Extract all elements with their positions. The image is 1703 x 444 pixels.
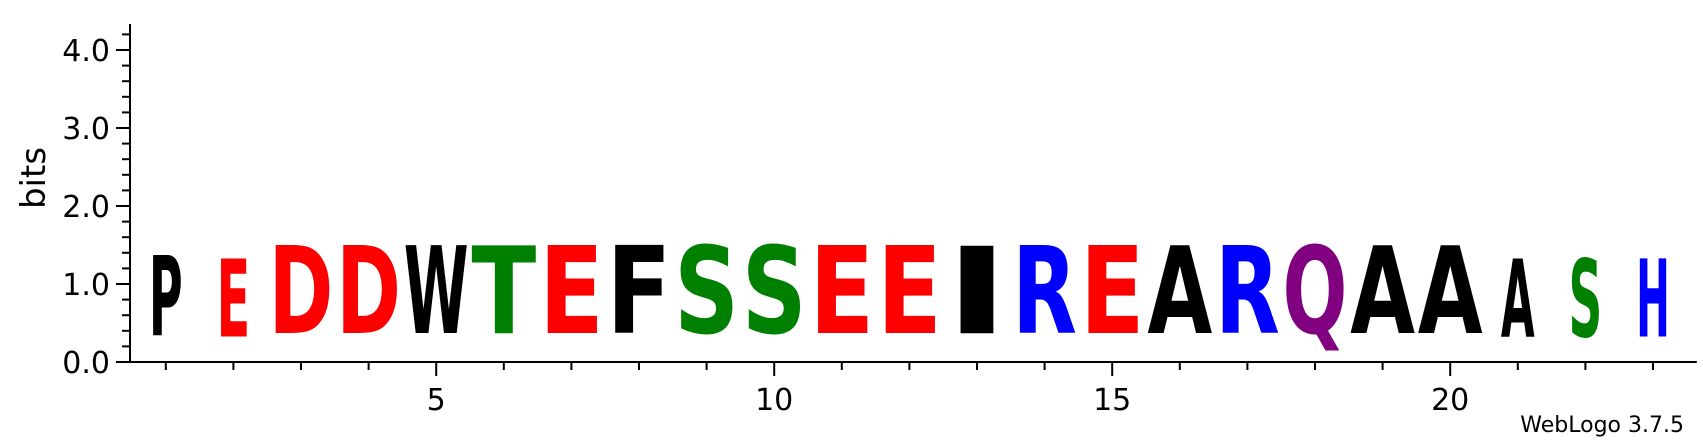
svg-text:A: A — [1350, 223, 1415, 362]
svg-text:E: E — [809, 222, 874, 362]
logo-letter-9: S — [674, 223, 739, 362]
svg-text:T: T — [471, 221, 536, 362]
svg-text:A: A — [1418, 223, 1483, 362]
svg-text:A: A — [1501, 238, 1535, 362]
x-tick-label: 10 — [755, 383, 793, 418]
logo-letter-12: E — [877, 222, 942, 362]
weblogo-credit: WebLogo 3.7.5 — [1520, 413, 1684, 438]
svg-text:F: F — [607, 222, 672, 362]
svg-text:E: E — [217, 238, 251, 362]
x-tick-label: 5 — [427, 383, 446, 418]
svg-text:D: D — [336, 222, 401, 362]
logo-letter-18: Q — [1283, 222, 1348, 362]
logo-letter-22: S — [1569, 239, 1603, 362]
logo-letter-20: A — [1418, 223, 1483, 362]
logo-letter-7: E — [539, 222, 604, 362]
logo-letter-14: R — [1012, 223, 1077, 362]
logo-letter-19: A — [1350, 223, 1415, 362]
y-tick-label: 2.0 — [62, 190, 110, 225]
svg-text:R: R — [1012, 223, 1077, 362]
svg-text:Q: Q — [1283, 222, 1348, 362]
svg-text:I: I — [945, 223, 1010, 363]
svg-text:H: H — [1636, 239, 1670, 363]
logo-letter-4: D — [336, 222, 401, 362]
logo-letter-15: E — [1080, 222, 1145, 362]
logo-letter-16: A — [1147, 223, 1212, 362]
logo-letter-1: P — [149, 234, 183, 362]
svg-text:E: E — [539, 222, 604, 362]
x-tick-label: 15 — [1093, 383, 1131, 418]
x-tick-label: 20 — [1431, 383, 1469, 418]
svg-text:R: R — [1215, 223, 1280, 362]
svg-text:S: S — [1569, 239, 1603, 362]
y-tick-label: 1.0 — [62, 268, 110, 303]
y-tick-label: 3.0 — [62, 112, 110, 147]
y-tick-label: 4.0 — [62, 34, 110, 69]
svg-text:P: P — [149, 234, 183, 362]
svg-text:A: A — [1147, 223, 1212, 362]
y-tick-label: 0.0 — [62, 346, 110, 381]
logo-letter-21: A — [1501, 238, 1535, 362]
logo-letter-3: D — [269, 222, 334, 362]
logo-letter-23: H — [1636, 239, 1670, 363]
logo-letter-5: W — [404, 223, 469, 363]
svg-text:D: D — [269, 222, 334, 362]
svg-text:W: W — [404, 223, 469, 363]
svg-text:S: S — [742, 223, 807, 362]
logo-letter-13: I — [945, 223, 1010, 363]
logo-letter-8: F — [607, 222, 672, 362]
y-axis: 0.0 1.0 2.0 3.0 4.0 — [62, 24, 131, 381]
svg-text:S: S — [674, 223, 739, 362]
logo-letter-10: S — [742, 223, 807, 362]
logo-letter-17: R — [1215, 223, 1280, 362]
x-axis: 5 10 15 20 — [130, 361, 1697, 418]
logo-letter-11: E — [809, 222, 874, 362]
y-axis-label: bits — [14, 147, 54, 209]
svg-text:E: E — [1080, 222, 1145, 362]
logo-letter-2: E — [217, 238, 251, 362]
svg-text:E: E — [877, 222, 942, 362]
logo-letter-6: T — [471, 221, 536, 362]
